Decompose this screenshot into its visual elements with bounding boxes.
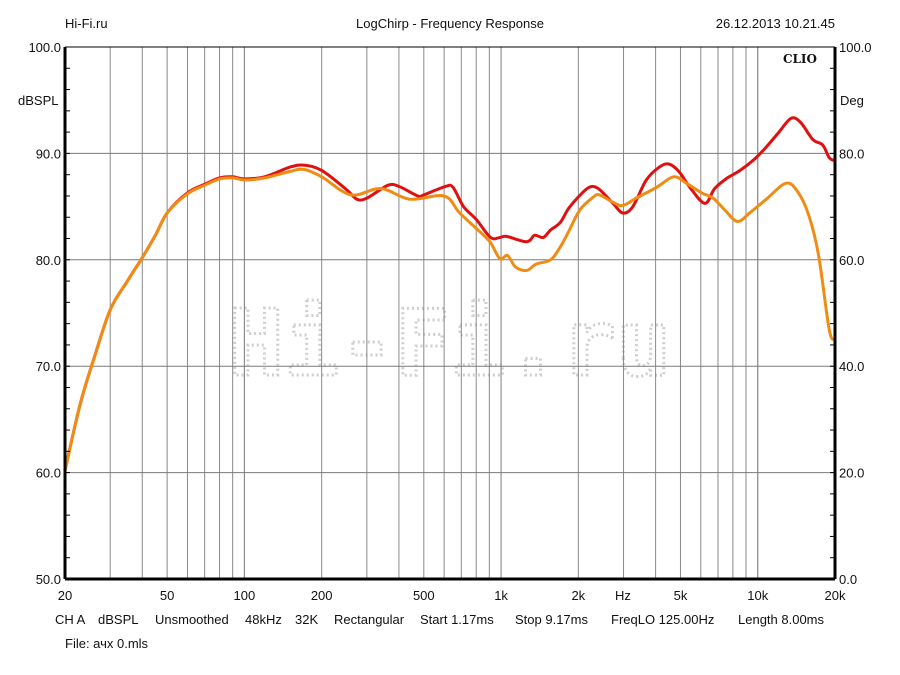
x-tick-label: 20k	[825, 588, 846, 603]
setting-item: 48kHz	[245, 612, 282, 627]
watermark: Hi-Fi.ru	[228, 290, 671, 397]
axes: 50.0 60.0 70.0 80.0 90.0 100.0 0.0 20.0 40.0 60.0…	[28, 40, 871, 603]
setting-item: Start 1.17ms	[420, 612, 494, 627]
y-tick-label: 100.0	[28, 40, 61, 55]
x-tick-label: 200	[311, 588, 333, 603]
y-tick-label: 80.0	[36, 253, 61, 268]
y2-axis-label: Deg	[840, 93, 864, 108]
series-orange-line	[63, 167, 837, 471]
x-tick-label: 50	[160, 588, 174, 603]
footer-settings: CH A dBSPL Unsmoothed 48kHz 32K Rectangular St…	[55, 612, 825, 627]
setting-item: Unsmoothed	[155, 612, 229, 627]
y2-tick-label: 100.0	[839, 40, 872, 55]
y2-tick-label: 60.0	[839, 253, 864, 268]
x-tick-label: 10k	[747, 588, 768, 603]
setting-item: FreqLO 125.00Hz	[611, 612, 714, 627]
setting-item: CH A	[55, 612, 86, 627]
setting-item: Length 8.00ms	[738, 612, 825, 627]
x-tick-label: 5k	[674, 588, 688, 603]
y-tick-label: 90.0	[36, 146, 61, 161]
header-timestamp: 26.12.2013 10.21.45	[716, 16, 835, 31]
y2-tick-label: 0.0	[839, 572, 857, 587]
file-name: File: ачх 0.mls	[65, 636, 149, 651]
x-tick-label: 500	[413, 588, 435, 603]
x-tick-label: 20	[58, 588, 72, 603]
curves	[63, 116, 837, 471]
y2-tick-label: 20.0	[839, 466, 864, 481]
y2-tick-label: 80.0	[839, 146, 864, 161]
y-tick-label: 50.0	[36, 572, 61, 587]
y-axis-label: dBSPL	[18, 93, 58, 108]
y-tick-label: 60.0	[36, 466, 61, 481]
header-site: Hi-Fi.ru	[65, 16, 108, 31]
setting-item: Rectangular	[334, 612, 405, 627]
grid	[65, 47, 835, 579]
setting-item: dBSPL	[98, 612, 138, 627]
setting-item: 32K	[295, 612, 318, 627]
chart-title: LogChirp - Frequency Response	[356, 16, 544, 31]
clio-logo: CLIO	[783, 52, 817, 66]
x-unit-label: Hz	[615, 588, 631, 603]
x-tick-label: 100	[234, 588, 256, 603]
setting-item: Stop 9.17ms	[515, 612, 588, 627]
x-tick-label: 2k	[571, 588, 585, 603]
x-tick-label: 1k	[494, 588, 508, 603]
y-tick-label: 70.0	[36, 359, 61, 374]
y2-tick-label: 40.0	[839, 359, 864, 374]
